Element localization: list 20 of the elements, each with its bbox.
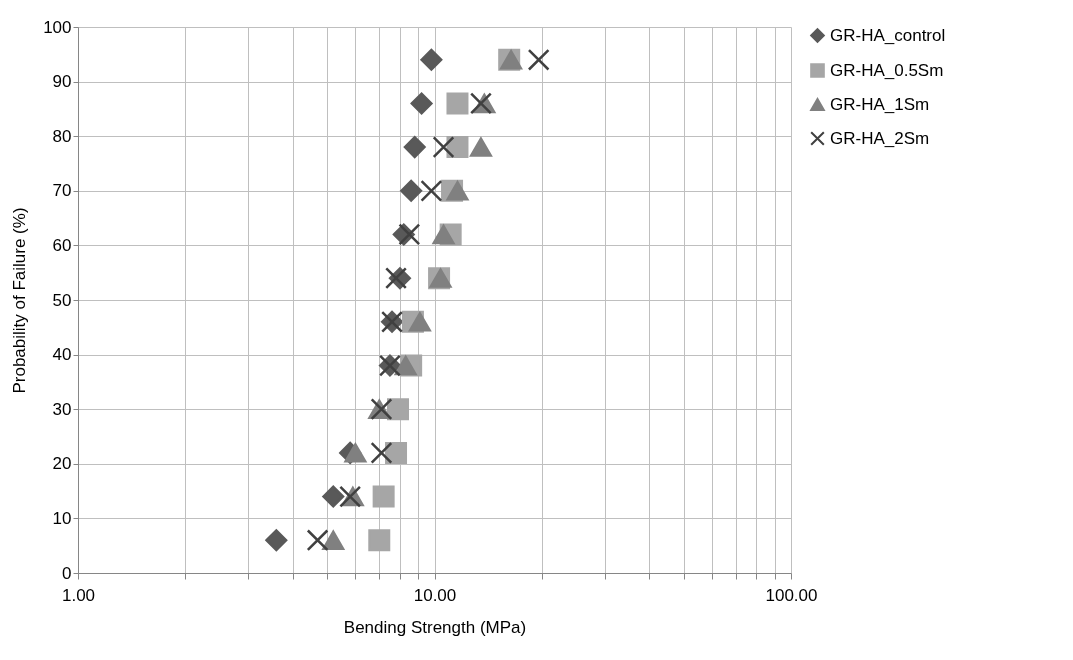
y-tick-label: 20	[52, 454, 72, 474]
legend-label: GR-HA_1Sm	[830, 94, 930, 114]
legend-label: GR-HA_control	[830, 25, 946, 45]
legend-label: GR-HA_2Sm	[830, 128, 930, 148]
y-axis-title: Probability of Failure (%)	[10, 207, 30, 394]
y-tick-label: 70	[52, 181, 72, 201]
y-tick-label: 40	[52, 345, 72, 365]
y-tick-label: 50	[52, 290, 72, 310]
y-tick-label: 80	[52, 126, 72, 146]
x-tick-label: 10.00	[413, 585, 457, 605]
y-tick-label: 90	[52, 72, 72, 92]
y-tick-label: 30	[52, 399, 72, 419]
x-tick-label: 1.00	[61, 585, 96, 605]
x-tick-label: 100.00	[765, 585, 818, 605]
x-axis-title: Bending Strength (MPa)	[343, 617, 527, 637]
y-tick-label: 100	[43, 17, 72, 37]
y-tick-label: 60	[52, 235, 72, 255]
y-tick-label: 10	[52, 508, 72, 528]
legend-label: GR-HA_0.5Sm	[830, 60, 944, 80]
y-tick-label: 0	[62, 563, 72, 583]
